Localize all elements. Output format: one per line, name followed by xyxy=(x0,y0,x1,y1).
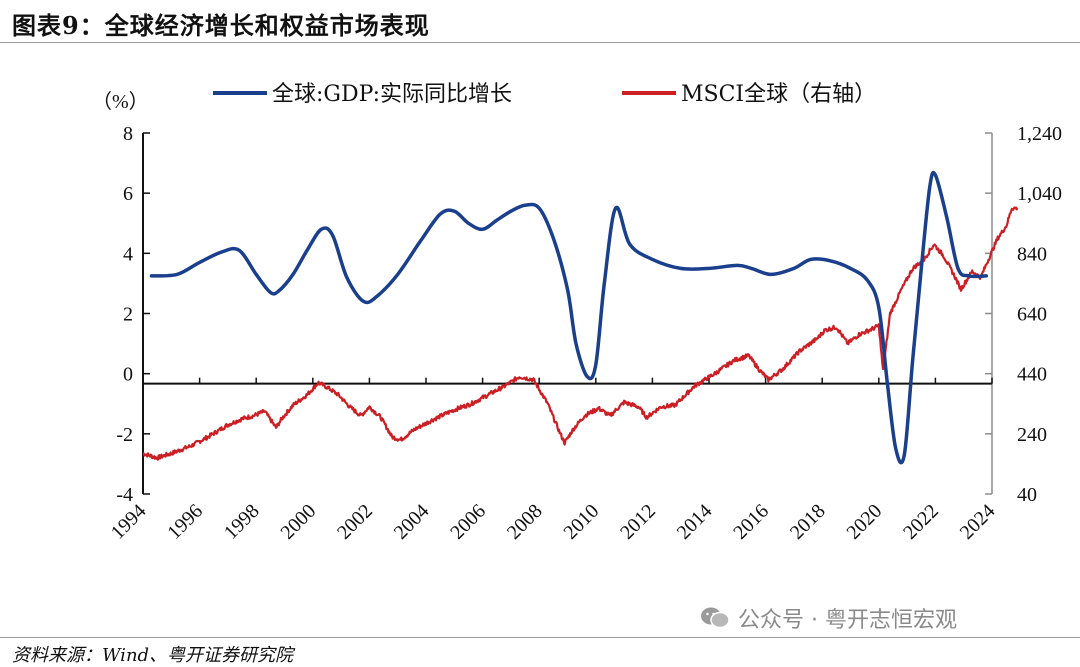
x-tick-label: 1994 xyxy=(107,500,151,544)
left-tick-label: 4 xyxy=(123,243,133,265)
right-tick-label: 440 xyxy=(1017,364,1047,386)
series-layer xyxy=(142,170,1019,465)
right-tick-label: 1,040 xyxy=(1017,183,1062,205)
right-tick-label: 640 xyxy=(1017,304,1047,326)
axes-layer: 8 6 4 2 0 -2 -4 1,240 1,040 840 640 440 240 40 1994 199… xyxy=(107,123,1062,544)
x-tick-label: 1996 xyxy=(163,500,207,544)
wechat-icon xyxy=(701,607,730,629)
right-tick-label: 1,240 xyxy=(1017,123,1062,145)
x-tick-label: 2012 xyxy=(616,500,660,544)
x-tick-label: 2008 xyxy=(503,500,547,544)
legend-msci-label: MSCI全球（右轴） xyxy=(681,82,876,107)
x-tick-label: 2010 xyxy=(559,500,603,544)
msci-global-line xyxy=(142,206,1019,461)
left-tick-label: 2 xyxy=(123,304,133,326)
x-tick-label: 2016 xyxy=(729,500,773,544)
figure-title: 图表9：全球经济增长和权益市场表现 xyxy=(12,11,430,40)
title-divider xyxy=(0,42,1080,43)
x-tick-label: 2006 xyxy=(446,500,490,544)
right-tick-label: 40 xyxy=(1017,484,1037,506)
left-tick-label: 6 xyxy=(123,183,133,205)
global-gdp-line xyxy=(149,170,989,465)
x-tick-label: 2014 xyxy=(673,500,717,544)
left-tick-label: -2 xyxy=(116,424,133,446)
footer-divider xyxy=(0,637,1080,638)
x-tick-label: 2002 xyxy=(333,500,377,544)
x-tick-label: 2022 xyxy=(899,500,943,544)
x-tick-label: 2018 xyxy=(786,500,830,544)
left-tick-label: 0 xyxy=(123,364,133,386)
legend: 全球:GDP:实际同比增长 MSCI全球（右轴） xyxy=(213,82,876,107)
x-tick-label: 2004 xyxy=(390,500,434,544)
left-tick-label: -4 xyxy=(116,484,133,506)
left-axis-unit: （%） xyxy=(92,90,149,113)
legend-gdp-label: 全球:GDP:实际同比增长 xyxy=(272,82,512,107)
x-tick-label: 2000 xyxy=(276,500,320,544)
right-tick-label: 240 xyxy=(1017,424,1047,446)
x-tick-label: 1998 xyxy=(220,500,264,544)
watermark: 公众号 · 粤开志恒宏观 xyxy=(700,602,957,634)
left-tick-label: 8 xyxy=(123,123,133,145)
x-tick-label: 2020 xyxy=(842,500,886,544)
source-note: 资料来源：Wind、粤开证券研究院 xyxy=(12,645,294,666)
watermark-text: 公众号 · 粤开志恒宏观 xyxy=(738,608,957,633)
x-tick-label: 2024 xyxy=(956,500,1000,544)
right-tick-label: 840 xyxy=(1017,243,1047,265)
